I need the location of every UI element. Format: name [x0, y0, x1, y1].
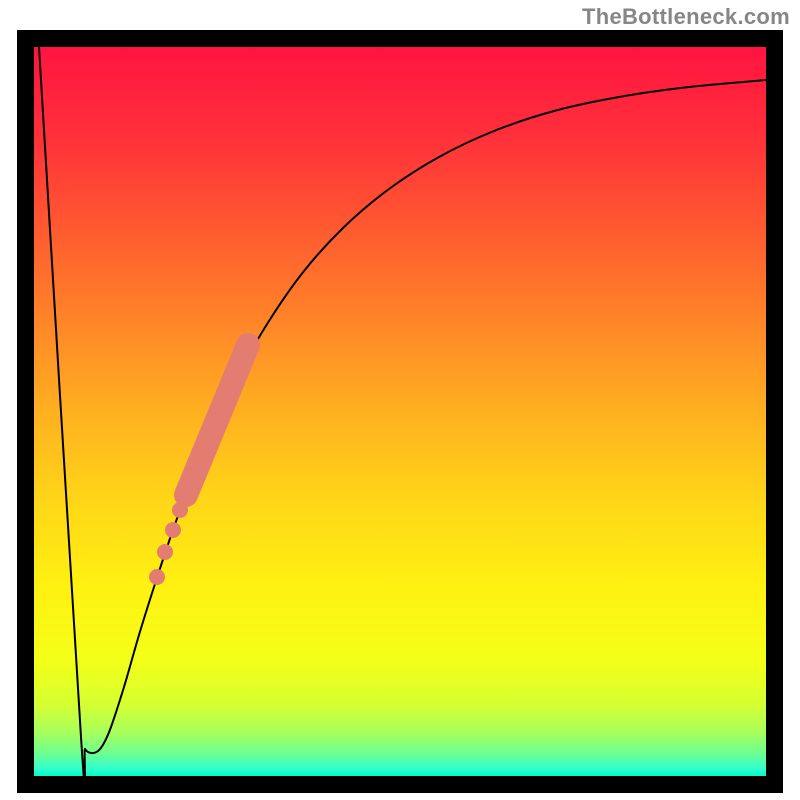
chart-svg	[34, 47, 766, 776]
highlight-dot	[157, 544, 173, 560]
chart-background	[34, 47, 766, 776]
highlight-dot	[149, 569, 165, 585]
highlight-dot	[172, 502, 188, 518]
chart-plot-area	[34, 47, 766, 776]
watermark-text: TheBottleneck.com	[582, 4, 790, 30]
highlight-dot	[165, 522, 181, 538]
